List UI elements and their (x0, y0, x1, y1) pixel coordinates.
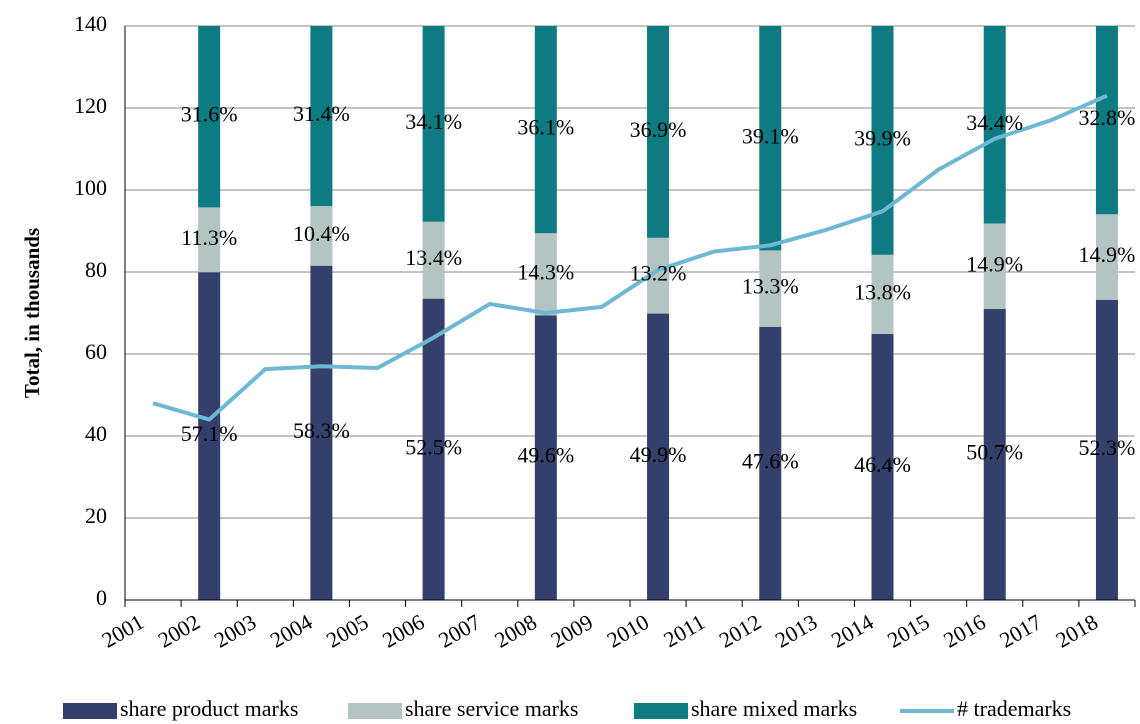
bar-segment (198, 272, 221, 600)
x-tick-label: 2011 (659, 609, 709, 652)
y-axis-label: Total, in thousands (20, 228, 44, 398)
bar-segment (310, 206, 333, 266)
bar-segment (198, 207, 221, 273)
x-tick-label: 2009 (546, 609, 597, 653)
data-label: 34.4% (966, 110, 1023, 135)
bar-segment (422, 26, 445, 222)
data-label: 31.6% (181, 102, 238, 127)
x-tick-label: 2008 (490, 609, 541, 653)
bar-segment (1095, 299, 1118, 600)
bar-segment (310, 26, 333, 207)
bar-segment (1095, 214, 1118, 300)
y-tick-label: 20 (85, 503, 107, 528)
bar-segment (871, 254, 894, 334)
data-label: 14.3% (517, 259, 574, 284)
legend-label: # trademarks (957, 696, 1071, 721)
bar-segment (422, 298, 445, 600)
x-tick-label: 2003 (210, 609, 261, 653)
line (152, 93, 1108, 422)
y-tick-label: 120 (74, 93, 107, 118)
bar-segment (871, 26, 894, 255)
y-tick-label: 0 (96, 585, 107, 610)
data-label: 13.8% (854, 279, 911, 304)
data-label: 49.9% (630, 442, 687, 467)
x-tick-label: 2002 (154, 609, 205, 653)
data-label: 39.9% (854, 125, 911, 150)
bar-segment (198, 26, 221, 208)
data-label: 46.4% (854, 452, 911, 477)
data-label: 36.9% (630, 117, 687, 142)
data-label: 50.7% (966, 440, 1023, 465)
x-tick-label: 2013 (771, 609, 822, 653)
x-tick-label: 2012 (715, 609, 766, 653)
x-tick-label: 2017 (995, 609, 1046, 653)
y-tick-label: 100 (74, 175, 107, 200)
x-tick-label: 2001 (97, 609, 148, 653)
x-tick-label: 2014 (827, 609, 878, 653)
legend-swatch (63, 703, 117, 719)
x-tick-label: 2006 (378, 609, 429, 653)
data-label: 39.1% (742, 123, 799, 148)
y-tick-label: 140 (74, 11, 107, 36)
bar-segment (310, 265, 333, 600)
x-tick-label: 2004 (266, 609, 317, 653)
bar-segment (534, 26, 557, 234)
data-label: 49.6% (517, 443, 574, 468)
bar-segment (422, 221, 445, 299)
bar-segment (759, 26, 782, 251)
data-label: 52.5% (405, 434, 462, 459)
bar-segment (983, 26, 1006, 224)
x-tick-label: 2005 (322, 609, 373, 653)
bar-segment (647, 26, 670, 238)
data-label: 47.6% (742, 448, 799, 473)
x-tick-label: 2015 (883, 609, 934, 653)
data-label: 57.1% (181, 421, 238, 446)
data-label: 11.3% (181, 225, 237, 250)
data-label: 14.9% (966, 251, 1023, 276)
data-label: 34.1% (405, 109, 462, 134)
x-tick-label: 2018 (1051, 609, 1102, 653)
x-tick-label: 2016 (939, 609, 990, 653)
bar-segment (759, 250, 782, 327)
data-label: 13.3% (742, 274, 799, 299)
data-label: 13.4% (405, 245, 462, 270)
bar-segment (871, 333, 894, 600)
data-label: 32.8% (1079, 105, 1136, 130)
y-tick-label: 60 (85, 339, 107, 364)
bar-segment (983, 223, 1006, 309)
legend-swatch (348, 703, 402, 719)
bar-segment (534, 233, 557, 316)
bar-segment (1095, 26, 1118, 215)
y-tick-label: 40 (85, 421, 107, 446)
bar-segment (647, 237, 670, 314)
bar-segment (759, 326, 782, 600)
x-tick-label: 2007 (434, 609, 485, 653)
data-label: 31.4% (293, 101, 350, 126)
legend-label: share mixed marks (691, 696, 857, 721)
bar-segment (647, 313, 670, 600)
legend-label: share product marks (120, 696, 298, 721)
data-label: 58.3% (293, 418, 350, 443)
legend-label: share service marks (405, 696, 578, 721)
y-tick-label: 80 (85, 257, 107, 282)
bar-segment (983, 308, 1006, 600)
data-label: 52.3% (1079, 435, 1136, 460)
x-tick-label: 2010 (602, 609, 653, 653)
bar-segment (534, 315, 557, 600)
legend-swatch (634, 703, 688, 719)
data-label: 10.4% (293, 221, 350, 246)
data-label: 13.2% (630, 261, 687, 286)
data-label: 36.1% (517, 115, 574, 140)
data-label: 14.9% (1079, 242, 1136, 267)
